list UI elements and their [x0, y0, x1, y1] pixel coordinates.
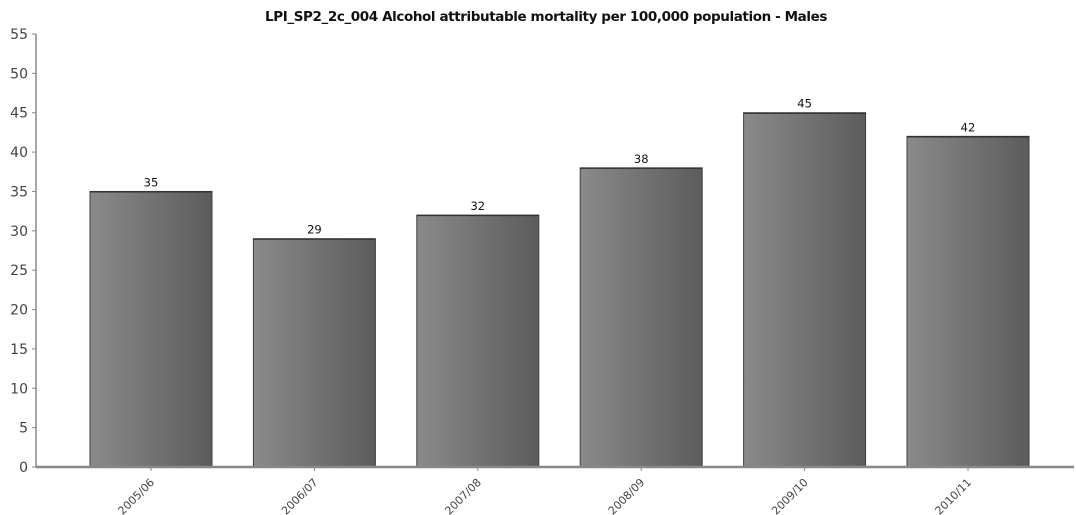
bars [89, 112, 1030, 468]
y-tick-label: 40 [10, 145, 28, 161]
bar-2008-09 [579, 167, 703, 468]
x-tick-label: 2009/10 [769, 476, 811, 515]
y-tick-label: 20 [10, 303, 28, 319]
x-tick-label: 2006/07 [279, 476, 321, 515]
data-label: 38 [634, 152, 649, 166]
data-label: 29 [307, 223, 322, 237]
x-axis: 2005/06 2006/07 2007/08 2008/09 2009/10 2010/… [36, 465, 1074, 515]
y-tick-label: 5 [19, 421, 28, 437]
bar-2005-06 [89, 190, 213, 468]
y-tick-label: 30 [10, 224, 28, 240]
data-label: 35 [144, 175, 159, 189]
y-tick-label: 10 [10, 381, 28, 397]
y-tick-label: 50 [10, 66, 28, 82]
bar-2007-08 [416, 214, 540, 468]
bar-2006-07 [252, 238, 376, 468]
x-tick-label: 2008/09 [606, 476, 648, 515]
x-tick-label: 2007/08 [442, 476, 484, 515]
y-tick-label: 0 [19, 460, 28, 476]
data-label: 45 [797, 97, 812, 111]
y-tick-label: 55 [10, 27, 28, 43]
data-labels: 35 29 32 38 45 42 [144, 97, 976, 237]
data-label: 42 [961, 120, 976, 134]
x-tick-label: 2010/11 [933, 476, 975, 515]
bar-2010-11 [906, 135, 1030, 468]
y-axis: 0 5 10 15 20 25 30 35 40 45 50 55 [10, 27, 37, 476]
x-tick-label: 2005/06 [116, 476, 158, 515]
data-label: 32 [470, 199, 485, 213]
y-tick-label: 25 [10, 263, 28, 279]
y-tick-label: 35 [10, 184, 28, 200]
y-tick-label: 15 [10, 342, 28, 358]
y-tick-label: 45 [10, 106, 28, 122]
chart-title: LPI_SP2_2c_004 Alcohol attributable mort… [265, 9, 827, 25]
bar-2009-10 [743, 112, 867, 468]
